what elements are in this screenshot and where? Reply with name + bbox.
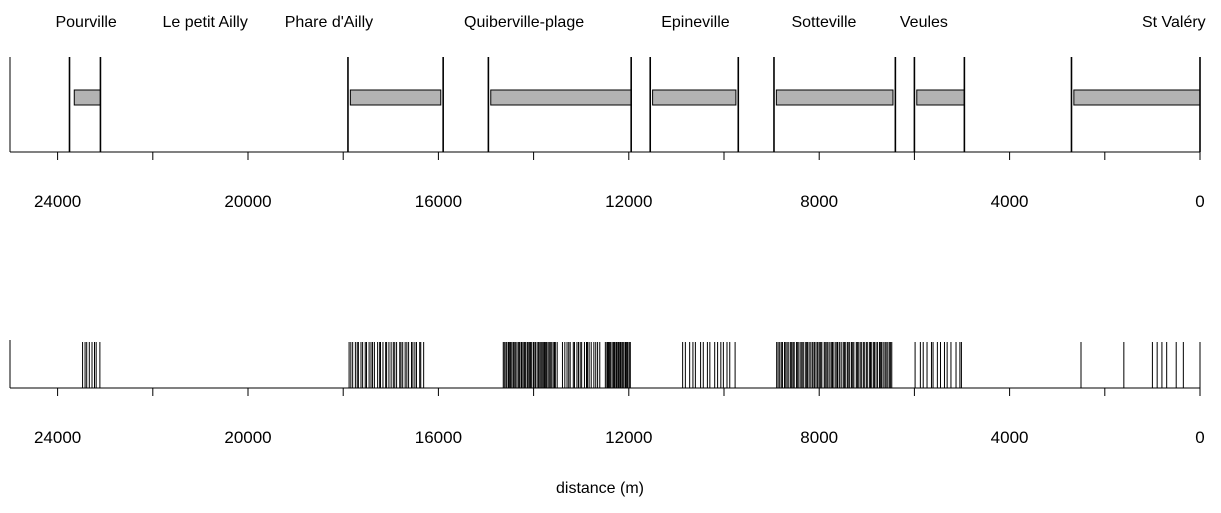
place-label: Veules <box>900 14 948 31</box>
top-panel: 24000 20000 16000 12000 8000 4000 0 Pourville Le… <box>9 14 1206 211</box>
place-label: Quiberville-plage <box>464 14 584 31</box>
bottom-panel: 24000 20000 16000 12000 8000 4000 0 distance (m… <box>9 340 1205 497</box>
top-x-tick-label: 0 <box>1195 192 1204 211</box>
bottom-x-tick-label: 20000 <box>224 428 271 447</box>
bottom-x-tick-label: 4000 <box>991 428 1029 447</box>
bottom-x-tick-label: 24000 <box>34 428 81 447</box>
bottom-x-tick-label: 16000 <box>415 428 462 447</box>
bottom-x-tick-label: 0 <box>1195 428 1204 447</box>
place-label: Le petit Ailly <box>162 14 247 31</box>
place-label: Epineville <box>661 14 730 31</box>
top-x-tick-label: 20000 <box>224 192 271 211</box>
place-label: Sotteville <box>791 14 856 31</box>
segment-bar <box>1073 89 1201 106</box>
x-axis-title: distance (m) <box>556 480 644 497</box>
segment-bar <box>73 89 101 106</box>
segment-bar <box>775 89 894 106</box>
segment-bar <box>916 89 965 106</box>
top-x-tick-label: 24000 <box>34 192 81 211</box>
top-x-tick-label: 12000 <box>605 192 652 211</box>
place-label: Pourville <box>55 14 116 31</box>
segment-bar <box>349 89 442 106</box>
top-x-tick-label: 16000 <box>415 192 462 211</box>
bottom-x-tick-label: 12000 <box>605 428 652 447</box>
place-label: Phare d'Ailly <box>285 14 373 31</box>
bottom-x-tick-label: 8000 <box>800 428 838 447</box>
place-label: St Valéry <box>1142 14 1206 31</box>
top-x-tick-label: 8000 <box>800 192 838 211</box>
top-x-tick-label: 4000 <box>991 192 1029 211</box>
segment-bar <box>652 89 737 106</box>
segment-bar <box>490 89 632 106</box>
